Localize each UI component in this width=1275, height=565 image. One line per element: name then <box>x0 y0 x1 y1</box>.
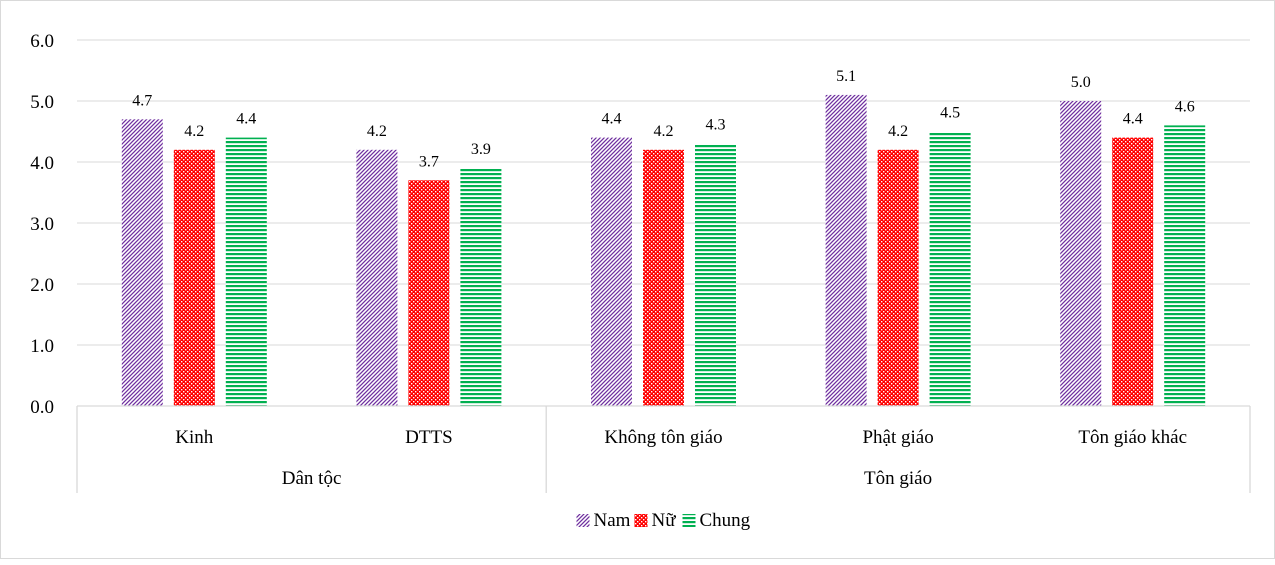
legend: Nam Nữ Chung <box>576 510 751 531</box>
data-label: 4.5 <box>940 105 960 122</box>
data-label: 4.2 <box>184 123 204 140</box>
data-label: 4.4 <box>236 111 256 128</box>
y-tick-label: 6.0 <box>30 31 54 52</box>
data-label: 4.2 <box>888 123 908 140</box>
legend-item-chung: Chung <box>682 510 751 531</box>
group-label: Tôn giáo <box>864 468 932 489</box>
legend-label: Chung <box>700 510 751 531</box>
bar-chung <box>460 168 502 406</box>
bar-nam <box>825 94 867 407</box>
category-label: Phật giáo <box>862 427 933 448</box>
bar-nữ <box>408 180 450 406</box>
group-label: Dân tộc <box>282 468 342 489</box>
data-labels: 4.7 4.2 4.4 4.2 3.7 3.9 4.4 4.2 4.3 5.1 4.2 4.5 5.0 4… <box>132 68 1194 170</box>
category-label: Tôn giáo khác <box>1078 427 1187 448</box>
data-label: 5.1 <box>836 68 856 85</box>
legend-item-nữ: Nữ <box>634 510 677 531</box>
legend-item-nam: Nam <box>576 510 631 531</box>
bar-nam <box>356 149 398 407</box>
y-tick-label: 4.0 <box>30 153 54 174</box>
y-axis-tick-labels: 0.0 1.0 2.0 3.0 4.0 5.0 6.0 <box>30 31 54 418</box>
y-tick-label: 5.0 <box>30 92 54 113</box>
data-label: 3.9 <box>471 141 491 158</box>
data-label: 3.7 <box>419 153 439 170</box>
y-tick-label: 0.0 <box>30 397 54 418</box>
legend-swatch <box>576 514 590 527</box>
legend-label: Nữ <box>652 510 677 531</box>
bar-chung <box>929 131 971 406</box>
bar-chung <box>1164 125 1206 407</box>
x-axis: Kinh DTTS Không tôn giáo Phật giáo Tôn giáo … <box>76 405 1251 493</box>
category-label: Kinh <box>175 427 214 448</box>
bar-nữ <box>173 149 215 407</box>
legend-swatch <box>682 514 696 527</box>
bar-chung <box>225 137 267 406</box>
data-label: 4.4 <box>602 111 622 128</box>
bar-nam <box>591 137 632 406</box>
data-label: 4.4 <box>1123 111 1143 128</box>
data-label: 4.2 <box>654 123 674 140</box>
bar-nữ <box>1112 137 1154 406</box>
data-label: 4.2 <box>367 123 387 140</box>
category-label: Không tôn giáo <box>604 427 722 448</box>
category-label: DTTS <box>405 427 453 448</box>
y-tick-label: 2.0 <box>30 275 54 296</box>
y-tick-label: 3.0 <box>30 214 54 235</box>
bar-nam <box>121 119 163 407</box>
data-label: 4.6 <box>1175 98 1195 115</box>
bar-nữ <box>877 149 919 407</box>
legend-label: Nam <box>594 510 631 531</box>
bar-chung <box>695 143 736 406</box>
bar-nam <box>1060 101 1102 406</box>
bar-nữ <box>643 149 684 407</box>
legend-swatch <box>634 514 648 527</box>
y-tick-label: 1.0 <box>30 336 54 357</box>
bars <box>121 94 1206 407</box>
data-label: 4.3 <box>706 117 726 134</box>
data-label: 4.7 <box>132 92 152 109</box>
data-label: 5.0 <box>1071 74 1091 91</box>
